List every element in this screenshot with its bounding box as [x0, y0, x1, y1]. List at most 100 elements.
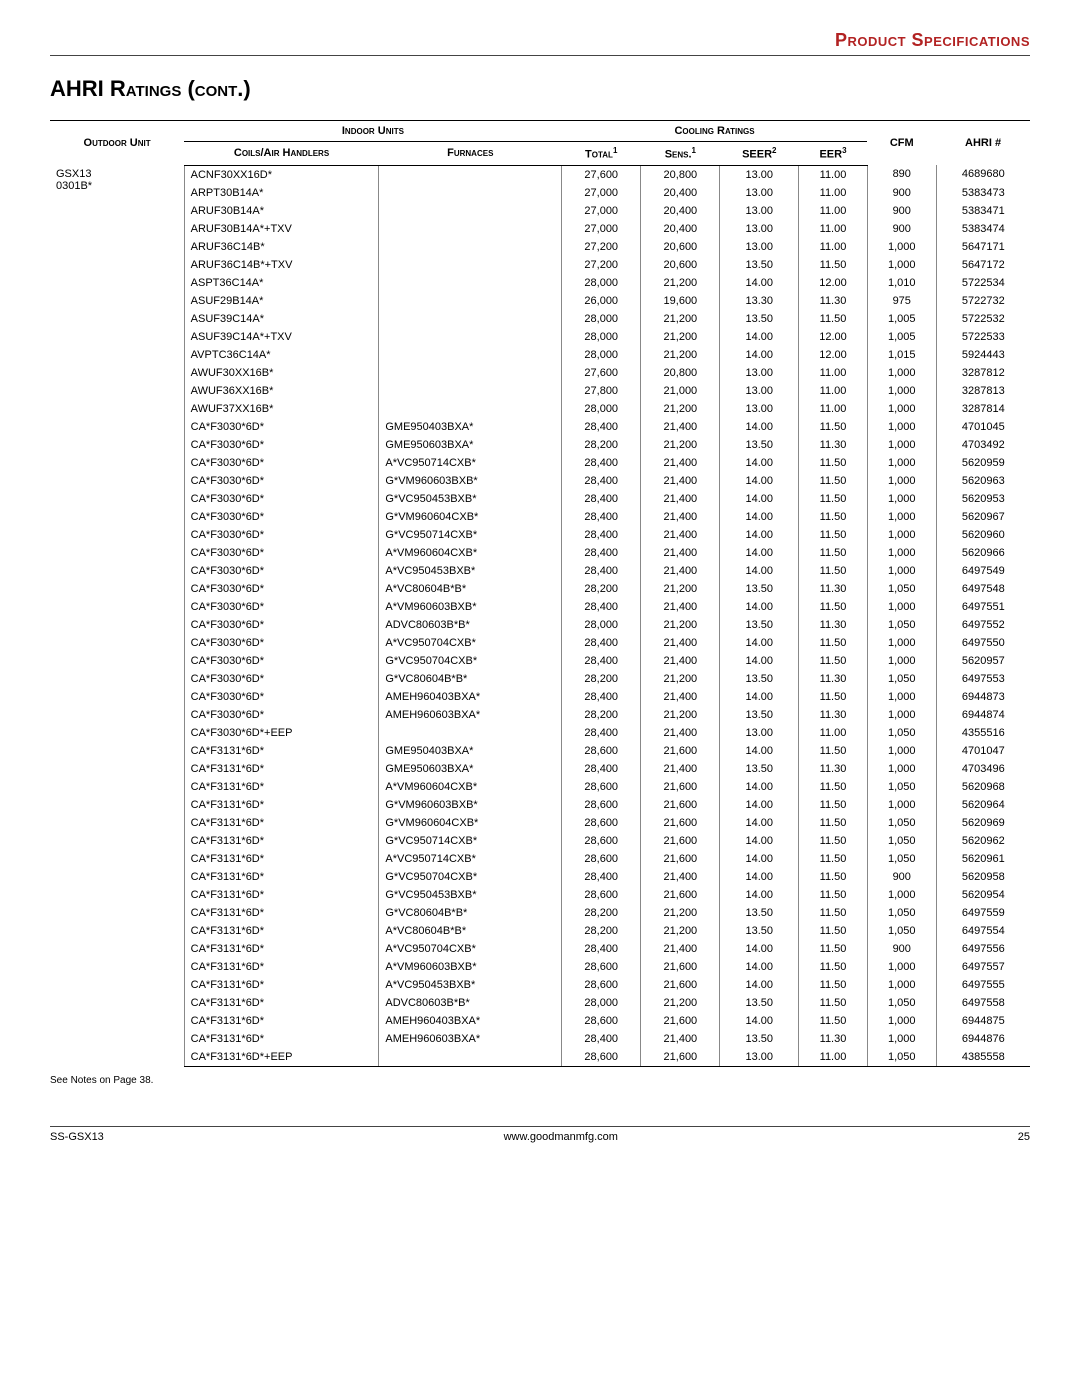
cell: 28,000: [562, 616, 641, 634]
cell: ARPT30B14A*: [184, 184, 379, 202]
ratings-table: Outdoor Unit Indoor Units Cooling Rating…: [50, 120, 1030, 1067]
cell: 14.00: [720, 778, 799, 796]
cell: [379, 328, 562, 346]
cell: 28,600: [562, 814, 641, 832]
cell: [379, 220, 562, 238]
table-row: GSX130301B*ACNF30XX16D*27,60020,80013.00…: [50, 165, 1030, 184]
cell: 5620961: [936, 850, 1030, 868]
cell: 13.00: [720, 202, 799, 220]
cell: 14.00: [720, 454, 799, 472]
cell: 11.50: [799, 796, 868, 814]
cell: 1,000: [867, 742, 936, 760]
cell: 11.50: [799, 922, 868, 940]
cell: G*VC80604B*B*: [379, 904, 562, 922]
cell: CA*F3131*6D*: [184, 904, 379, 922]
cell: 28,400: [562, 598, 641, 616]
col-sens: Sens.1: [641, 142, 720, 166]
footer-right: 25: [1018, 1131, 1030, 1143]
cell: 4385558: [936, 1048, 1030, 1067]
cell: A*VC950704CXB*: [379, 940, 562, 958]
cell: 28,000: [562, 310, 641, 328]
cell: 21,400: [641, 940, 720, 958]
cell: 5383474: [936, 220, 1030, 238]
cell: 900: [867, 940, 936, 958]
table-row: CA*F3030*6D*+EEP28,40021,40013.0011.001,…: [50, 724, 1030, 742]
cell: A*VC950714CXB*: [379, 454, 562, 472]
cell: G*VM960603BXB*: [379, 796, 562, 814]
cell: 28,600: [562, 832, 641, 850]
cell: 4703492: [936, 436, 1030, 454]
cell: 1,000: [867, 796, 936, 814]
cell: ASUF39C14A*: [184, 310, 379, 328]
table-row: CA*F3131*6D*ADVC80603B*B*28,00021,20013.…: [50, 994, 1030, 1012]
cell: G*VC950453BXB*: [379, 490, 562, 508]
table-row: CA*F3131*6D*G*VM960604CXB*28,60021,60014…: [50, 814, 1030, 832]
cell: 1,000: [867, 1012, 936, 1030]
cell: 11.30: [799, 670, 868, 688]
cell: CA*F3131*6D*: [184, 994, 379, 1012]
cell: 6944874: [936, 706, 1030, 724]
cell: CA*F3131*6D*: [184, 886, 379, 904]
cell: ACNF30XX16D*: [184, 165, 379, 184]
cell: A*VM960604CXB*: [379, 778, 562, 796]
cell: 1,000: [867, 688, 936, 706]
cell: 5647171: [936, 238, 1030, 256]
cell: 11.00: [799, 724, 868, 742]
cell: 13.00: [720, 382, 799, 400]
table-row: CA*F3131*6D*G*VC80604B*B*28,20021,20013.…: [50, 904, 1030, 922]
cell: ARUF36C14B*: [184, 238, 379, 256]
cell: 6497559: [936, 904, 1030, 922]
cell: 28,600: [562, 1048, 641, 1067]
cell: [379, 310, 562, 328]
cell: 890: [867, 165, 936, 184]
cell: 6497555: [936, 976, 1030, 994]
cell: 21,400: [641, 634, 720, 652]
cell: 27,000: [562, 202, 641, 220]
cell: 21,400: [641, 454, 720, 472]
cell: 900: [867, 184, 936, 202]
cell: 21,200: [641, 670, 720, 688]
cell: CA*F3030*6D*: [184, 634, 379, 652]
cell: 21,600: [641, 832, 720, 850]
cell: 21,200: [641, 274, 720, 292]
cell: 1,000: [867, 526, 936, 544]
cell: CA*F3131*6D*: [184, 868, 379, 886]
cell: 21,400: [641, 724, 720, 742]
cell: CA*F3030*6D*: [184, 418, 379, 436]
cell: G*VM960604CXB*: [379, 508, 562, 526]
table-row: CA*F3131*6D*A*VC950704CXB*28,40021,40014…: [50, 940, 1030, 958]
cell: [379, 346, 562, 364]
cell: 20,600: [641, 256, 720, 274]
table-row: CA*F3030*6D*A*VC950714CXB*28,40021,40014…: [50, 454, 1030, 472]
cell: 13.00: [720, 1048, 799, 1067]
cell: 1,005: [867, 328, 936, 346]
col-seer: SEER2: [720, 142, 799, 166]
cell: 13.00: [720, 724, 799, 742]
table-row: AWUF37XX16B*28,00021,20013.0011.001,0003…: [50, 400, 1030, 418]
cell: 14.00: [720, 886, 799, 904]
cell: G*VC80604B*B*: [379, 670, 562, 688]
cell: AVPTC36C14A*: [184, 346, 379, 364]
cell: 11.50: [799, 526, 868, 544]
cell: 21,400: [641, 544, 720, 562]
cell: 5620958: [936, 868, 1030, 886]
cell: 5620960: [936, 526, 1030, 544]
cell: CA*F3131*6D*: [184, 796, 379, 814]
cell: 1,000: [867, 490, 936, 508]
table-row: CA*F3131*6D*A*VC950714CXB*28,60021,60014…: [50, 850, 1030, 868]
cell: 11.30: [799, 760, 868, 778]
cell: [379, 1048, 562, 1067]
col-furnaces: Furnaces: [379, 142, 562, 166]
cell: 6944873: [936, 688, 1030, 706]
cell: CA*F3131*6D*: [184, 742, 379, 760]
cell: CA*F3030*6D*: [184, 706, 379, 724]
cell: 900: [867, 868, 936, 886]
cell: 14.00: [720, 562, 799, 580]
cell: 6497554: [936, 922, 1030, 940]
cell: 11.30: [799, 436, 868, 454]
cell: 19,600: [641, 292, 720, 310]
cell: 11.50: [799, 490, 868, 508]
cell: GME950403BXA*: [379, 742, 562, 760]
cell: G*VM960604CXB*: [379, 814, 562, 832]
table-row: ARUF30B14A*27,00020,40013.0011.009005383…: [50, 202, 1030, 220]
